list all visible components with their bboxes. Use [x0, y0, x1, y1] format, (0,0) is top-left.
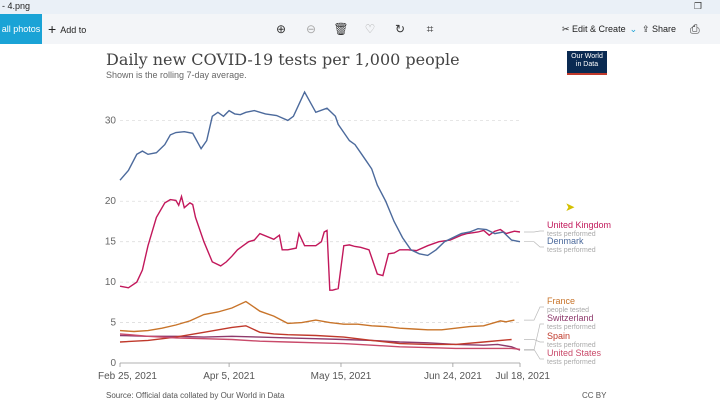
- share-button[interactable]: ⇪ Share: [642, 14, 676, 44]
- x-tick-label: Apr 5, 2021: [203, 371, 255, 382]
- y-tick-label: 10: [105, 277, 117, 288]
- share-label: Share: [652, 24, 677, 34]
- x-tick-label: Jul 18, 2021: [496, 371, 551, 382]
- legend-label: France: [547, 296, 575, 306]
- legend-sublabel: tests performed: [547, 231, 596, 238]
- photo-toolbar: all photos + Add to ⊕ ⊖ 🗑 ♡ ↻ ⌗ ✂ Edit & …: [0, 14, 720, 44]
- heart-icon[interactable]: ♡: [364, 22, 376, 36]
- owid-logo: Our World in Data: [567, 51, 607, 75]
- legend-sublabel: tests performed: [547, 359, 596, 366]
- image-canvas: Daily new COVID-19 tests per 1,000 peopl…: [0, 44, 720, 405]
- legend-connector: [524, 323, 544, 351]
- legend-connector: [524, 348, 544, 360]
- logo-line-2: in Data: [575, 61, 599, 68]
- series-line-switzerland: [119, 334, 521, 351]
- y-tick-label: 5: [110, 318, 116, 329]
- legend-label: United States: [547, 348, 602, 358]
- series-line-united-kingdom: [119, 193, 521, 291]
- legend-connector: [524, 241, 544, 248]
- y-tick-label: 30: [105, 115, 117, 126]
- print-icon[interactable]: ⎙: [690, 22, 700, 36]
- legend-connector: [524, 230, 544, 233]
- edit-icon: ✂: [562, 24, 573, 34]
- legend-label: Spain: [547, 331, 570, 341]
- mouse-cursor-icon: ➤: [565, 200, 576, 214]
- plus-icon: +: [48, 21, 57, 37]
- legend-label: United Kingdom: [547, 220, 611, 230]
- y-tick-label: 15: [105, 237, 117, 248]
- logo-line-1: Our World: [571, 53, 603, 60]
- zoom-out-icon[interactable]: ⊖: [305, 22, 317, 36]
- rotate-icon[interactable]: ↻: [394, 22, 406, 36]
- all-photos-button[interactable]: all photos: [0, 14, 42, 44]
- share-icon: ⇪: [642, 24, 653, 34]
- restore-icon[interactable]: ❐: [693, 1, 702, 11]
- legend-sublabel: tests performed: [547, 324, 596, 331]
- series-line-denmark: [119, 90, 521, 257]
- x-tick-label: Jun 24, 2021: [424, 371, 482, 382]
- window-title: - 4.png: [2, 1, 31, 11]
- y-tick-label: 0: [110, 358, 116, 369]
- crop-icon[interactable]: ⌗: [426, 22, 434, 36]
- add-to-button[interactable]: + Add to: [48, 14, 86, 44]
- legend-sublabel: people tested: [547, 307, 589, 314]
- legend-sublabel: tests performed: [547, 247, 596, 254]
- legend-connector: [524, 339, 544, 343]
- legend-connector: [524, 306, 544, 321]
- legend-label: Denmark: [547, 236, 584, 246]
- edit-create-label: Edit & Create: [572, 24, 626, 34]
- chart-subtitle: Shown is the rolling 7-day average.: [106, 70, 247, 80]
- chart-title: Daily new COVID-19 tests per 1,000 peopl…: [106, 50, 460, 69]
- license-label: CC BY: [582, 391, 607, 400]
- zoom-in-icon[interactable]: ⊕: [275, 22, 287, 36]
- legend-label: Switzerland: [547, 313, 594, 323]
- x-tick-label: May 15, 2021: [311, 371, 372, 382]
- series-line-united-states: [119, 333, 521, 350]
- delete-icon[interactable]: 🗑: [333, 22, 349, 36]
- line-chart: 0 5 10 15 20 30 Feb 25, 2021 Apr 5, 2021 May 15,…: [98, 90, 611, 382]
- chevron-down-icon: ⌄: [629, 24, 638, 34]
- chart-source: Source: Official data collated by Our Wo…: [106, 391, 285, 400]
- window-title-bar: - 4.png ❐: [0, 0, 720, 14]
- legend-sublabel: tests performed: [547, 342, 596, 349]
- series-line-spain: [119, 325, 512, 346]
- x-tick-label: Feb 25, 2021: [98, 371, 157, 382]
- add-to-label: Add to: [60, 25, 87, 35]
- edit-create-button[interactable]: ✂ Edit & Create ⌄: [562, 14, 637, 44]
- series-line-france: [119, 300, 515, 333]
- y-tick-label: 20: [105, 196, 117, 207]
